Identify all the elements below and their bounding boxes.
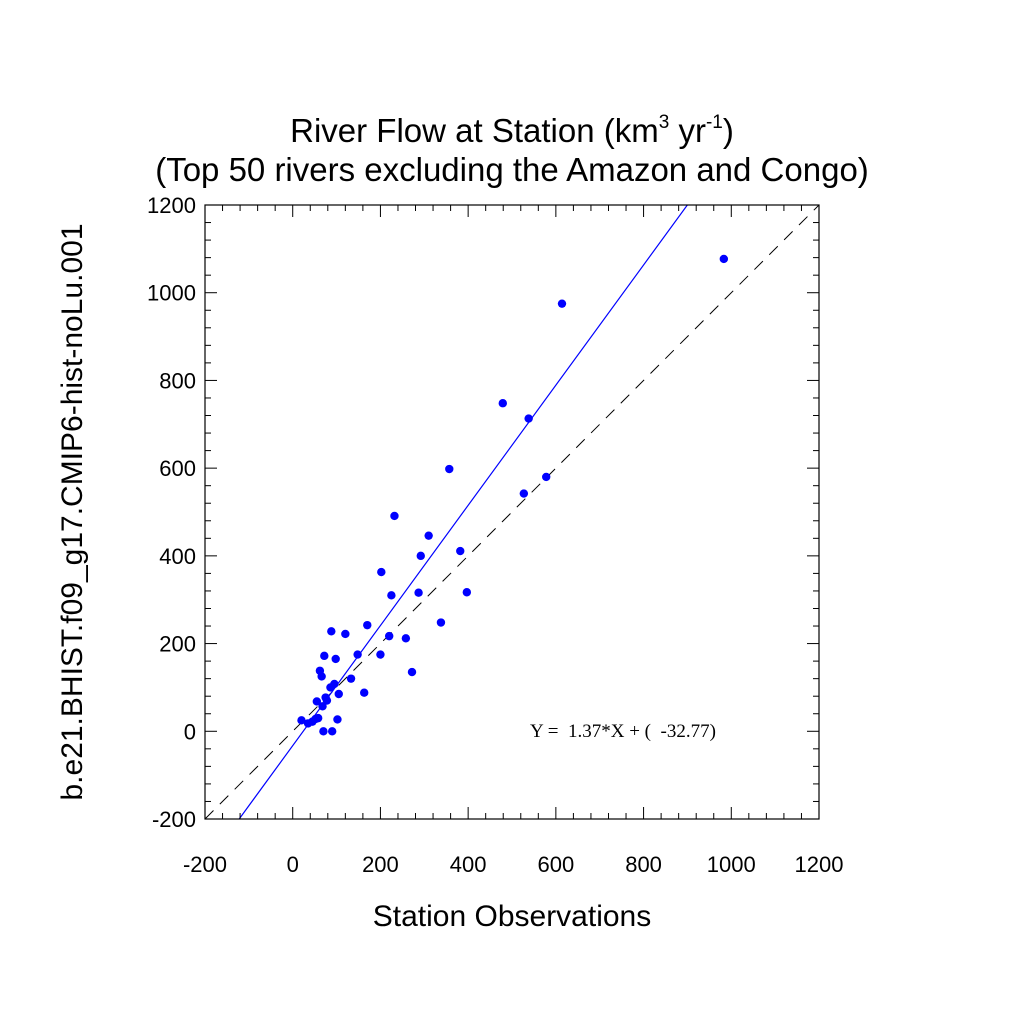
data-point xyxy=(524,414,533,423)
data-point xyxy=(407,667,417,677)
y-tick-label: 200 xyxy=(159,632,196,657)
chart-title-unit: yr xyxy=(669,112,706,149)
data-point xyxy=(320,651,329,661)
x-tick-label: 1000 xyxy=(707,852,756,877)
data-point xyxy=(424,531,433,540)
data-point xyxy=(416,551,425,561)
data-points xyxy=(297,254,729,736)
one-to-one-line xyxy=(205,205,819,819)
y-tick-label: 1000 xyxy=(147,281,196,306)
x-tick-label: 800 xyxy=(625,852,662,877)
regression-equation: Y = 1.37*X + ( -32.77) xyxy=(530,721,716,742)
regression-line xyxy=(238,205,689,819)
x-tick-label: 400 xyxy=(450,852,487,877)
chart-title: River Flow at Station (km3 yr-1) xyxy=(0,112,1024,150)
data-point xyxy=(456,546,465,556)
data-point xyxy=(322,696,332,705)
y-tick-label: -200 xyxy=(152,807,196,832)
y-tick-label: 600 xyxy=(159,456,196,481)
data-point xyxy=(401,634,411,643)
y-axis-title: b.e21.BHIST.f09_g17.CMIP6-hist-noLu.001 xyxy=(56,223,89,800)
data-point xyxy=(331,654,340,664)
data-point xyxy=(360,688,369,697)
data-point xyxy=(376,650,385,659)
data-point xyxy=(390,511,399,521)
data-point xyxy=(313,713,323,723)
axis-ticks xyxy=(204,204,820,820)
data-point xyxy=(498,399,507,408)
x-axis-title: Station Observations xyxy=(373,900,651,933)
chart-title-superscript-minus-1: -1 xyxy=(705,112,723,133)
chart-title-superscript-3: 3 xyxy=(658,112,670,133)
data-point xyxy=(385,631,394,641)
x-tick-label: 200 xyxy=(362,852,399,877)
y-tick-label: 400 xyxy=(159,544,196,569)
y-tick-label: 0 xyxy=(184,719,196,744)
data-point xyxy=(719,254,729,264)
data-point xyxy=(317,672,326,681)
x-tick-labels: -200 0 200 400 600 800 1000 1200 xyxy=(183,852,844,877)
x-tick-label: 1200 xyxy=(795,852,844,877)
x-tick-label: -200 xyxy=(183,852,227,877)
chart-title-close-paren: ) xyxy=(722,112,734,149)
data-point xyxy=(319,727,328,736)
data-point xyxy=(327,727,337,736)
data-point xyxy=(377,567,386,577)
data-point xyxy=(312,697,322,706)
data-point xyxy=(327,627,336,636)
x-tick-label: 0 xyxy=(287,852,299,877)
chart-subtitle: (Top 50 rivers excluding the Amazon and … xyxy=(155,151,869,188)
data-point xyxy=(334,689,343,699)
chart-title-main: River Flow at Station (km xyxy=(290,112,659,149)
data-point xyxy=(297,716,306,725)
data-point xyxy=(330,679,339,689)
y-tick-labels: -200 0 200 400 600 800 1000 1200 xyxy=(147,193,196,832)
data-point xyxy=(341,629,350,639)
data-point xyxy=(333,715,342,724)
y-tick-label: 800 xyxy=(159,368,196,393)
plot-frame xyxy=(204,204,820,820)
data-point xyxy=(542,472,551,482)
x-tick-label: 600 xyxy=(537,852,574,877)
data-point xyxy=(318,702,327,711)
plot-lines xyxy=(205,205,819,819)
data-point xyxy=(462,588,472,597)
data-point xyxy=(353,650,362,659)
data-point xyxy=(346,674,356,683)
data-point xyxy=(363,620,372,630)
data-point xyxy=(436,618,446,627)
data-point xyxy=(414,588,423,597)
y-tick-label: 1200 xyxy=(147,193,196,218)
data-point xyxy=(519,489,529,498)
data-point xyxy=(445,464,454,474)
data-point xyxy=(557,299,567,308)
data-point xyxy=(387,591,396,600)
